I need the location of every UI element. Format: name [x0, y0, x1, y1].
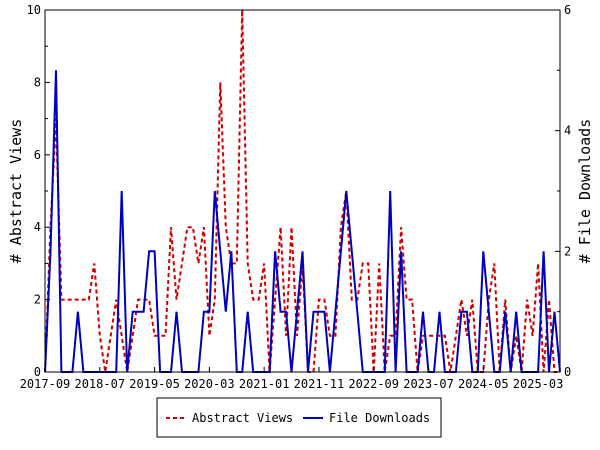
- x-tick-label: 2025-03: [513, 377, 564, 391]
- x-tick-label: 2017-09: [20, 377, 71, 391]
- right-tick-label: 6: [564, 3, 571, 17]
- series-line-abstract-views: [44, 9, 560, 373]
- right-y-axis: 0 2 4 6: [555, 3, 571, 379]
- legend-box: [156, 397, 442, 438]
- left-tick-label: 0: [34, 365, 41, 379]
- x-axis: 2017-09 2018-07 2019-05 2020-03 2021-01 2021-…: [20, 367, 564, 391]
- x-tick-label: 2019-05: [129, 377, 180, 391]
- right-tick-label: 4: [564, 124, 571, 138]
- legend-label-file-downloads: File Downloads: [329, 411, 430, 425]
- left-axis-title: # Abstract Views: [7, 119, 25, 264]
- x-tick-label: 2023-07: [403, 377, 454, 391]
- x-tick-label: 2021-11: [294, 377, 345, 391]
- legend: Abstract Views File Downloads: [156, 397, 442, 438]
- left-tick-label: 2: [34, 293, 41, 307]
- right-tick-label: 0: [564, 365, 571, 379]
- right-axis-title: # File Downloads: [576, 119, 594, 264]
- left-tick-label: 4: [34, 220, 41, 234]
- x-tick-label: 2020-03: [184, 377, 235, 391]
- left-tick-label: 8: [34, 75, 41, 89]
- left-y-axis: 0 2 4 6 8 10: [27, 3, 50, 379]
- left-tick-label: 10: [27, 3, 41, 17]
- right-tick-label: 2: [564, 244, 571, 258]
- left-tick-label: 6: [34, 148, 41, 162]
- legend-label-abstract-views: Abstract Views: [192, 411, 293, 425]
- x-tick-label: 2021-01: [239, 377, 290, 391]
- x-tick-label: 2022-09: [348, 377, 399, 391]
- x-tick-label: 2024-05: [458, 377, 509, 391]
- x-tick-label: 2018-07: [74, 377, 125, 391]
